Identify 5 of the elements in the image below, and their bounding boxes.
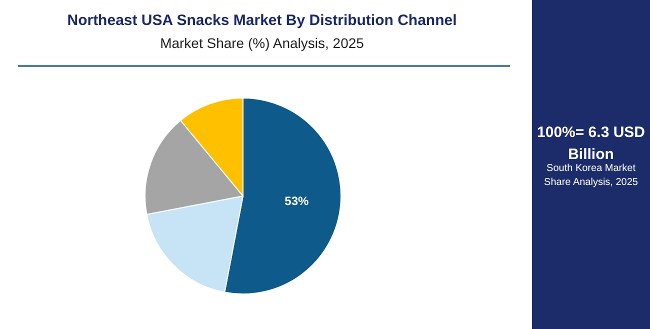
chart-title: Northeast USA Snacks Market By Distribution Channel	[67, 12, 457, 29]
text: South Korea Market Share Analysis, 2025	[544, 163, 638, 188]
chart-subtitle: Market Share (%) Analysis, 2025	[160, 35, 364, 51]
text: 100%= 6.3 USD Billion	[537, 124, 646, 163]
data-label: 53%	[284, 194, 309, 208]
